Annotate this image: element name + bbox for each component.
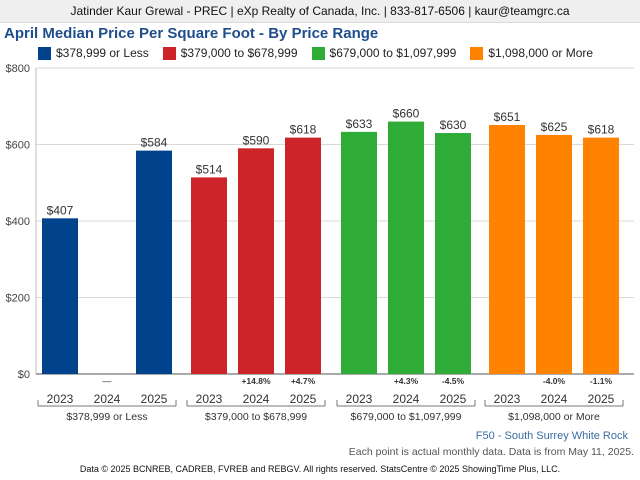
legend-item-group-1[interactable]: $378,999 or Less xyxy=(38,46,149,60)
header-bar: Jatinder Kaur Grewal - PREC | eXp Realty… xyxy=(0,0,640,23)
legend-item-group-3[interactable]: $679,000 to $1,097,999 xyxy=(311,46,457,60)
y-tick-label: $800 xyxy=(6,63,30,75)
group-label: $378,999 or Less xyxy=(66,411,147,423)
x-tick-label: 2025 xyxy=(141,392,168,406)
legend-label: $679,000 to $1,097,999 xyxy=(329,46,457,60)
chart-legend: $378,999 or Less $379,000 to $678,999 $6… xyxy=(38,45,607,61)
price-per-sqft-bar-chart: $0 $200 $400 $600 $800 $407 2023 — 2024 $584 2025 $… xyxy=(6,63,634,423)
group-label: $1,098,000 or More xyxy=(508,411,600,423)
bar xyxy=(42,218,78,374)
y-tick-label: $400 xyxy=(6,216,30,228)
bar xyxy=(191,177,227,374)
bar-value-label: $630 xyxy=(440,118,467,132)
change-percent-label: +4.7% xyxy=(291,376,316,386)
y-tick-label: $200 xyxy=(6,293,30,305)
bar-missing-marker: — xyxy=(103,376,112,386)
legend-label: $379,000 to $678,999 xyxy=(180,46,298,60)
x-tick-label: 2025 xyxy=(290,392,317,406)
x-tick-label: 2023 xyxy=(47,392,74,406)
bar xyxy=(238,148,274,374)
bar xyxy=(583,137,619,374)
change-percent-label: -1.1% xyxy=(590,376,613,386)
copyright-footer: Data © 2025 BCNREB, CADREB, FVREB and RE… xyxy=(79,464,561,474)
x-tick-label: 2024 xyxy=(94,392,121,406)
legend-label: $1,098,000 or More xyxy=(488,46,594,60)
x-tick-label: 2023 xyxy=(494,392,521,406)
legend-label: $378,999 or Less xyxy=(56,46,149,60)
group-label: $379,000 to $678,999 xyxy=(205,411,307,423)
x-tick-label: 2023 xyxy=(196,392,223,406)
bar-value-label: $514 xyxy=(196,162,223,176)
bar-value-label: $590 xyxy=(243,133,270,147)
region-label: F50 - South Surrey White Rock xyxy=(475,430,628,442)
bar xyxy=(435,133,471,374)
x-tick-label: 2023 xyxy=(346,392,373,406)
chart-title: April Median Price Per Square Foot - By … xyxy=(4,25,379,42)
x-tick-label: 2024 xyxy=(243,392,270,406)
group-label: $679,000 to $1,097,999 xyxy=(351,411,462,423)
legend-item-group-4[interactable]: $1,098,000 or More xyxy=(470,46,593,60)
x-tick-label: 2025 xyxy=(588,392,615,406)
y-tick-label: $600 xyxy=(6,140,30,152)
change-percent-label: -4.5% xyxy=(442,376,465,386)
x-tick-label: 2024 xyxy=(393,392,420,406)
x-tick-label: 2024 xyxy=(541,392,568,406)
legend-swatch xyxy=(162,46,176,60)
bar-value-label: $618 xyxy=(290,123,317,137)
bar-value-label: $407 xyxy=(47,203,74,217)
data-note: Each point is actual monthly data. Data … xyxy=(348,446,634,458)
bar xyxy=(341,131,377,374)
legend-swatch xyxy=(38,46,51,60)
change-percent-label: +14.8% xyxy=(241,376,271,386)
legend-swatch xyxy=(311,46,325,60)
bar-value-label: $660 xyxy=(393,107,420,121)
bar-value-label: $625 xyxy=(541,120,568,134)
bar-value-label: $651 xyxy=(494,110,521,124)
legend-swatch xyxy=(470,46,484,60)
bar-value-label: $633 xyxy=(346,117,373,131)
y-tick-label: $0 xyxy=(18,369,30,381)
bar xyxy=(489,124,525,375)
bar-value-label: $584 xyxy=(141,136,168,150)
change-percent-label: -4.0% xyxy=(543,376,566,386)
x-tick-label: 2025 xyxy=(440,392,467,406)
agent-contact-header: Jatinder Kaur Grewal - PREC | eXp Realty… xyxy=(70,4,570,18)
bar xyxy=(388,121,424,374)
bar-value-label: $618 xyxy=(588,123,615,137)
bar xyxy=(136,150,172,374)
change-percent-label: +4.3% xyxy=(394,376,419,386)
legend-item-group-2[interactable]: $379,000 to $678,999 xyxy=(162,46,298,60)
bar xyxy=(536,134,572,374)
bar xyxy=(285,137,321,374)
